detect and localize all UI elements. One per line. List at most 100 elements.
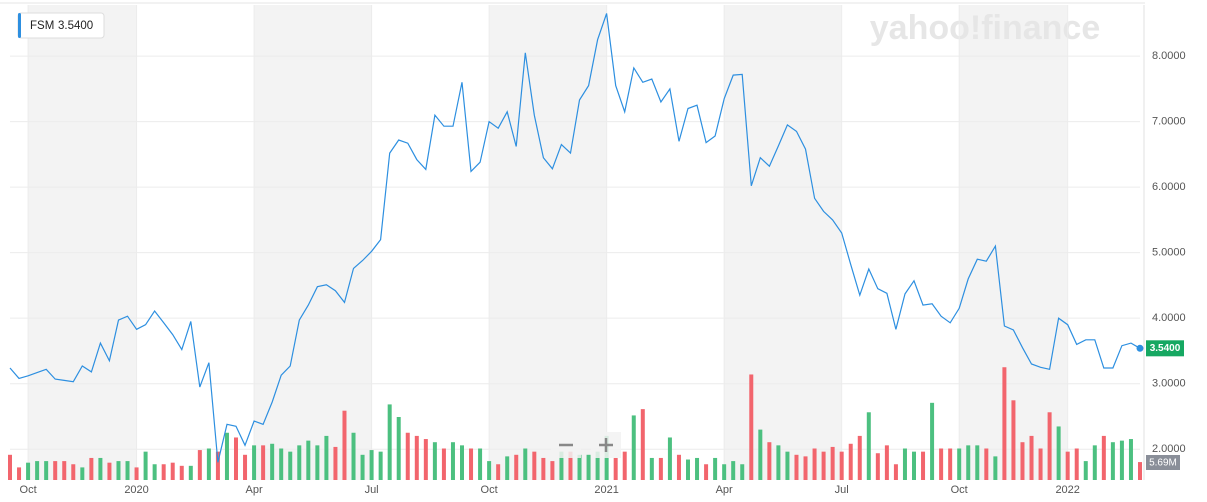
volume-bar	[170, 462, 175, 480]
volume-bar	[767, 442, 772, 480]
volume-bar	[1074, 448, 1079, 480]
volume-bar	[44, 461, 49, 480]
volume-bar	[532, 451, 537, 480]
volume-bar	[8, 454, 12, 480]
y-tick-label: 6.0000	[1152, 181, 1186, 193]
volume-bar	[1038, 448, 1043, 480]
volume-bar	[559, 451, 564, 480]
y-tick-label: 7.0000	[1152, 116, 1186, 128]
volume-bar	[676, 454, 681, 480]
volume-bar	[1011, 400, 1016, 480]
volume-bar	[197, 450, 202, 480]
volume-bar	[758, 429, 763, 480]
volume-bar	[975, 445, 980, 480]
legend: FSM 3.5400	[17, 12, 105, 39]
y-tick-label: 8.0000	[1152, 50, 1186, 62]
volume-bar	[640, 409, 645, 480]
period-band	[254, 5, 372, 480]
volume-bar	[523, 448, 528, 480]
volume-bar	[812, 448, 817, 480]
volume-bar	[776, 445, 781, 480]
volume-bar	[387, 404, 392, 480]
volume-bar	[496, 464, 501, 480]
volume-bar	[1138, 462, 1142, 480]
volume-bar	[62, 461, 67, 480]
x-tick-label: Apr	[716, 484, 733, 496]
y-tick-label: 2.0000	[1152, 443, 1186, 455]
volume-bar	[830, 446, 835, 480]
zoom-controls	[551, 432, 621, 458]
price-line	[9, 13, 1141, 463]
volume-bar	[568, 451, 573, 480]
volume-bar	[315, 445, 320, 480]
volume-bar	[704, 464, 709, 480]
volume-bar	[541, 457, 546, 480]
volume-bar	[152, 464, 157, 480]
x-tick-label: 2021	[594, 484, 618, 496]
volume-bar	[848, 443, 853, 480]
volume-bar	[1020, 442, 1025, 480]
volume-bar	[902, 448, 907, 480]
last-volume-box	[1146, 455, 1180, 470]
volume-bar	[839, 451, 844, 480]
volume-bar	[803, 456, 808, 480]
volume-bar	[224, 432, 229, 480]
volume-bar	[252, 445, 257, 480]
volume-bar	[35, 461, 40, 480]
volume-bar	[125, 461, 130, 480]
y-tick-label: 3.0000	[1152, 378, 1186, 390]
volume-bar	[1002, 367, 1007, 480]
volume-bar	[577, 454, 582, 480]
period-band	[724, 5, 842, 480]
watermark: yahoo!finance	[870, 9, 1100, 47]
volume-bar	[243, 454, 248, 480]
volume-bar	[505, 456, 510, 480]
volume-bar	[215, 451, 220, 480]
x-tick-label: 2020	[124, 484, 148, 496]
volume-bar	[396, 417, 401, 480]
volume-bar	[993, 456, 998, 480]
volume-bar	[333, 446, 338, 480]
x-tick-label: Jul	[365, 484, 379, 496]
last-price-dot	[1136, 344, 1144, 352]
period-band	[28, 5, 137, 480]
volume-bar	[279, 448, 284, 480]
legend-name: FSM	[30, 20, 54, 32]
volume-bar	[234, 437, 238, 480]
volume-bar	[432, 442, 437, 480]
volume-bar	[984, 448, 989, 480]
volume-bar	[1119, 440, 1124, 480]
volume-bar	[405, 432, 410, 480]
volume-bar	[378, 451, 383, 480]
period-band	[489, 5, 607, 480]
volume-bar	[460, 445, 464, 480]
x-tick-label: Oct	[951, 484, 968, 496]
last-price-box	[1146, 340, 1184, 357]
volume-bar	[912, 451, 916, 480]
volume-bar	[1047, 412, 1052, 480]
volume-bar	[80, 467, 85, 480]
volume-bar	[875, 453, 880, 480]
volume-bar	[921, 451, 926, 480]
volume-bar	[143, 451, 148, 480]
volume-bar	[297, 445, 302, 480]
volume-bar	[1065, 451, 1070, 480]
volume-bar	[351, 432, 356, 480]
volume-bar	[749, 374, 754, 480]
volume-bar	[930, 402, 935, 480]
last-volume-label: 5.69M	[1149, 458, 1177, 469]
volume-bar	[631, 415, 636, 480]
y-tick-label: 5.0000	[1152, 247, 1186, 259]
volume-bar	[514, 454, 519, 480]
volume-bar	[414, 435, 419, 480]
volume-bar	[948, 448, 953, 480]
legend-value: 3.5400	[58, 20, 93, 32]
volume-bar	[89, 457, 94, 480]
legend-swatch	[18, 13, 21, 38]
volume-bar	[1110, 442, 1115, 480]
volume-bar	[423, 439, 428, 480]
y-tick-label: 4.0000	[1152, 312, 1186, 324]
volume-bar	[893, 464, 898, 480]
volume-bar	[206, 448, 211, 480]
